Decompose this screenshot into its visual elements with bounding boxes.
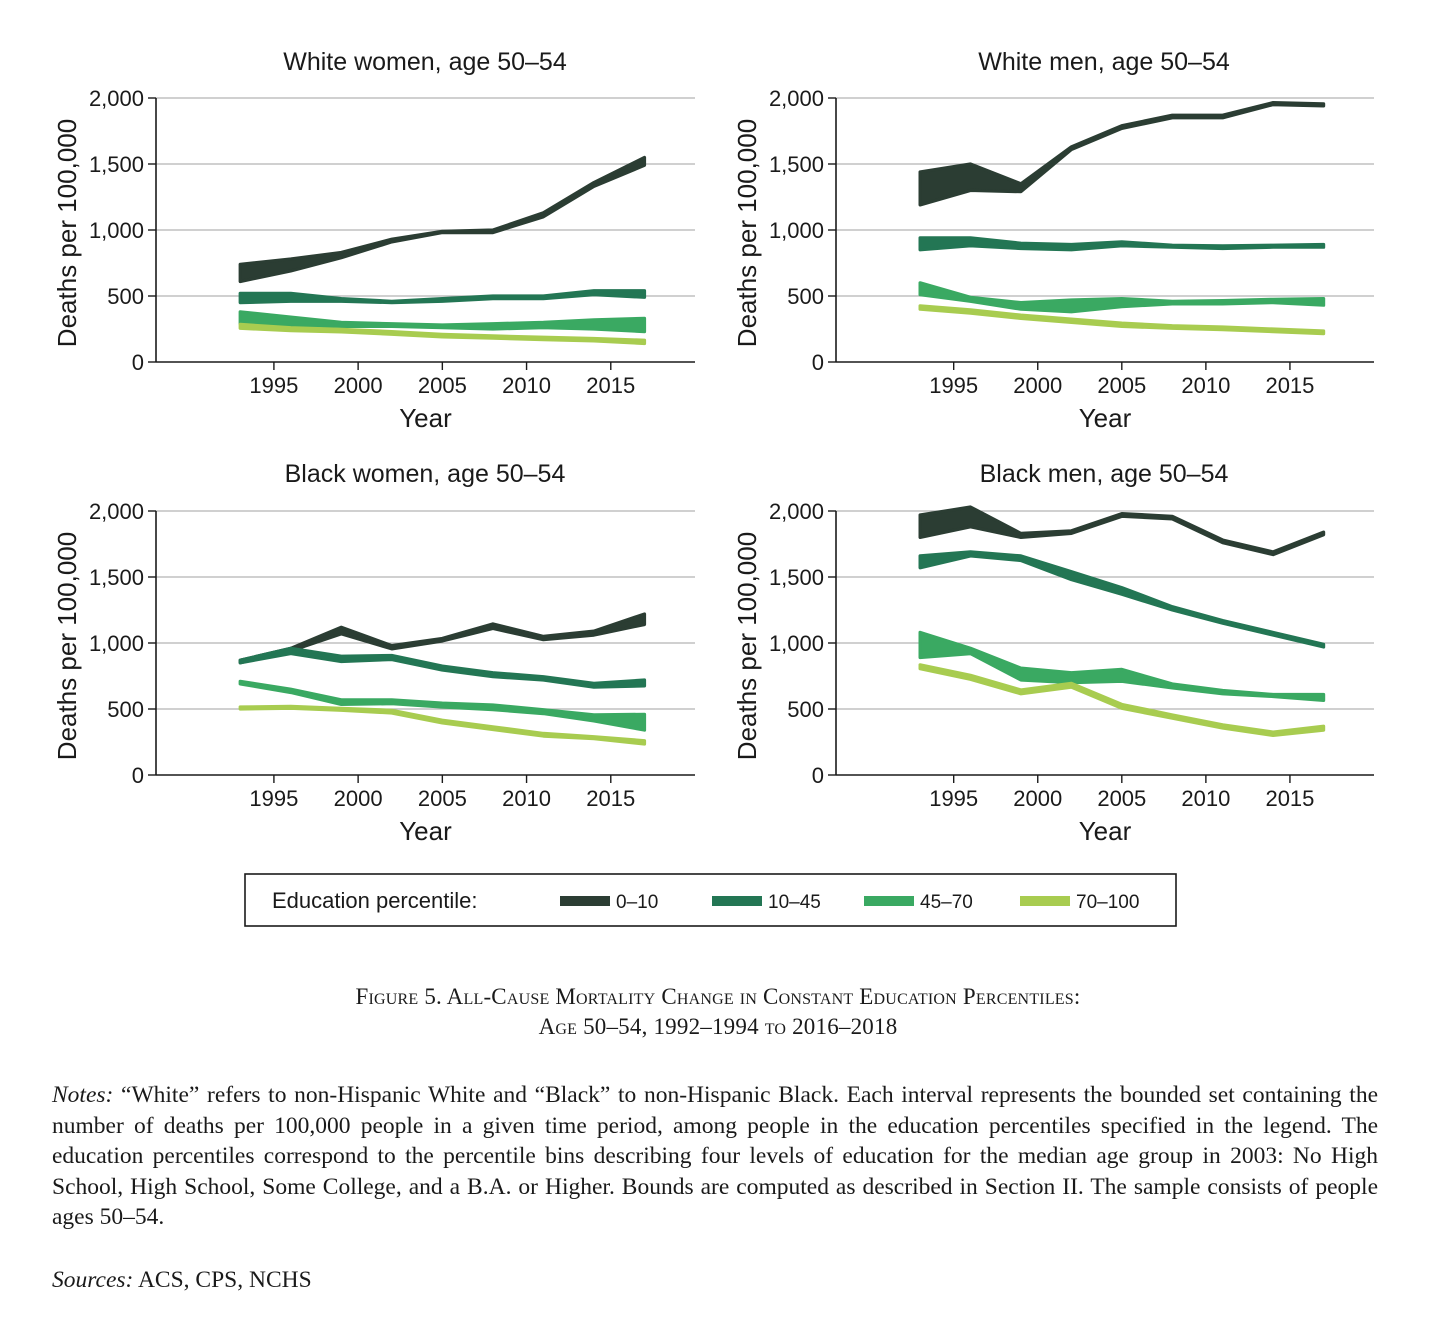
x-tick-label: 1995 [929, 373, 978, 398]
y-tick-label: 2,000 [89, 499, 144, 524]
legend-label: 0–10 [616, 892, 658, 913]
bound-band-0-10 [918, 505, 1326, 557]
legend-label: 45–70 [920, 892, 973, 913]
x-tick-label: 2015 [1265, 373, 1314, 398]
x-tick-label: 2015 [1265, 786, 1314, 811]
x-tick-label: 2005 [418, 786, 467, 811]
legend-swatch [560, 896, 610, 906]
y-tick-label: 2,000 [89, 86, 144, 111]
bound-band-10-45 [918, 550, 1326, 649]
figure-caption-line-2: Age 50–54, 1992–1994 to 2016–2018 [538, 1014, 898, 1039]
y-tick-label: 1,500 [769, 152, 824, 177]
legend-label: 10–45 [768, 892, 821, 913]
legend-swatch [1020, 896, 1070, 906]
bound-band-45-70 [918, 281, 1326, 314]
y-tick-label: 500 [787, 284, 824, 309]
y-tick-label: 1,500 [89, 152, 144, 177]
bound-band-45-70 [918, 630, 1326, 703]
bound-band-10-45 [238, 289, 647, 305]
sources-label: Sources: [52, 1267, 134, 1293]
y-tick-label: 500 [107, 697, 144, 722]
panel-title: Black men, age 50–54 [980, 460, 1229, 488]
black-women-panel: Black women, age 50–54 0 500 1,000 1,500 2,00… [52, 460, 695, 846]
x-axis-label: Year [399, 403, 452, 433]
panel-title: White men, age 50–54 [978, 48, 1230, 76]
bound-band-0-10 [918, 100, 1326, 207]
legend-title: Education percentile: [272, 888, 477, 913]
x-tick-label: 1995 [929, 786, 978, 811]
y-tick-label: 2,000 [769, 499, 824, 524]
notes-label: Notes: [52, 1082, 114, 1108]
y-tick-label: 500 [107, 284, 144, 309]
bound-band-0-10 [238, 155, 647, 284]
figure-notes: Notes: “White” refers to non-Hispanic Wh… [52, 1080, 1378, 1233]
figure-sources: Sources: ACS, CPS, NCHS [52, 1267, 312, 1294]
white-women-panel: White women, age 50–54 0 500 1,000 1,500 2,00… [52, 48, 695, 433]
y-tick-label: 1,000 [89, 218, 144, 243]
bound-band-45-70 [238, 310, 647, 334]
y-tick-label: 0 [812, 763, 824, 788]
y-axis-label: Deaths per 100,000 [732, 119, 762, 347]
x-axis-label: Year [1079, 403, 1132, 433]
bound-band-70-100 [238, 322, 647, 346]
x-tick-label: 2000 [334, 373, 383, 398]
legend-label: 70–100 [1076, 892, 1139, 913]
x-tick-label: 2000 [1013, 373, 1062, 398]
sources-text: ACS, CPS, NCHS [137, 1267, 312, 1293]
y-tick-label: 0 [132, 350, 144, 375]
y-axis-label: Deaths per 100,000 [732, 532, 762, 760]
y-axis-label: Deaths per 100,000 [52, 532, 82, 760]
bound-band-0-10 [238, 612, 647, 665]
legend-swatch [864, 896, 914, 906]
y-tick-label: 1,000 [769, 631, 824, 656]
x-axis-label: Year [399, 816, 452, 846]
y-tick-label: 2,000 [769, 86, 824, 111]
bound-band-10-45 [918, 236, 1326, 252]
y-tick-label: 1,500 [769, 565, 824, 590]
x-tick-label: 2015 [586, 786, 635, 811]
x-tick-label: 2005 [418, 373, 467, 398]
x-tick-label: 2005 [1097, 373, 1146, 398]
legend: Education percentile: 0–10 10–45 45–70 70–10… [244, 873, 1177, 927]
mortality-figure: White women, age 50–54 0 500 1,000 1,500 2,00… [52, 48, 1374, 927]
bound-band-70-100 [918, 304, 1326, 336]
x-tick-label: 2000 [334, 786, 383, 811]
white-men-panel: White men, age 50–54 0 500 1,000 1,500 2,000 1… [732, 48, 1374, 433]
y-tick-label: 1,500 [89, 565, 144, 590]
x-tick-label: 2015 [586, 373, 635, 398]
panel-title: White women, age 50–54 [283, 48, 567, 76]
bound-band-70-100 [918, 663, 1326, 738]
x-tick-label: 1995 [249, 786, 298, 811]
x-tick-label: 2010 [1181, 786, 1230, 811]
x-tick-label: 2010 [502, 786, 551, 811]
y-tick-label: 0 [132, 763, 144, 788]
legend-swatch [712, 896, 762, 906]
panel-title: Black women, age 50–54 [285, 460, 566, 488]
bound-band-10-45 [238, 646, 647, 689]
y-tick-label: 500 [787, 697, 824, 722]
black-men-panel: Black men, age 50–54 0 500 1,000 1,500 2,000 1… [732, 460, 1374, 846]
x-tick-label: 2005 [1097, 786, 1146, 811]
x-tick-label: 1995 [249, 373, 298, 398]
figure-caption-line-1: Figure 5. All-Cause Mortality Change in … [355, 984, 1081, 1009]
x-tick-label: 2010 [1181, 373, 1230, 398]
y-tick-label: 0 [812, 350, 824, 375]
bound-band-70-100 [238, 704, 647, 746]
x-axis-label: Year [1079, 816, 1132, 846]
x-tick-label: 2000 [1013, 786, 1062, 811]
y-axis-label: Deaths per 100,000 [52, 119, 82, 347]
bound-band-45-70 [238, 679, 647, 732]
notes-text: “White” refers to non-Hispanic White and… [52, 1082, 1378, 1231]
y-tick-label: 1,000 [89, 631, 144, 656]
x-tick-label: 2010 [502, 373, 551, 398]
y-tick-label: 1,000 [769, 218, 824, 243]
